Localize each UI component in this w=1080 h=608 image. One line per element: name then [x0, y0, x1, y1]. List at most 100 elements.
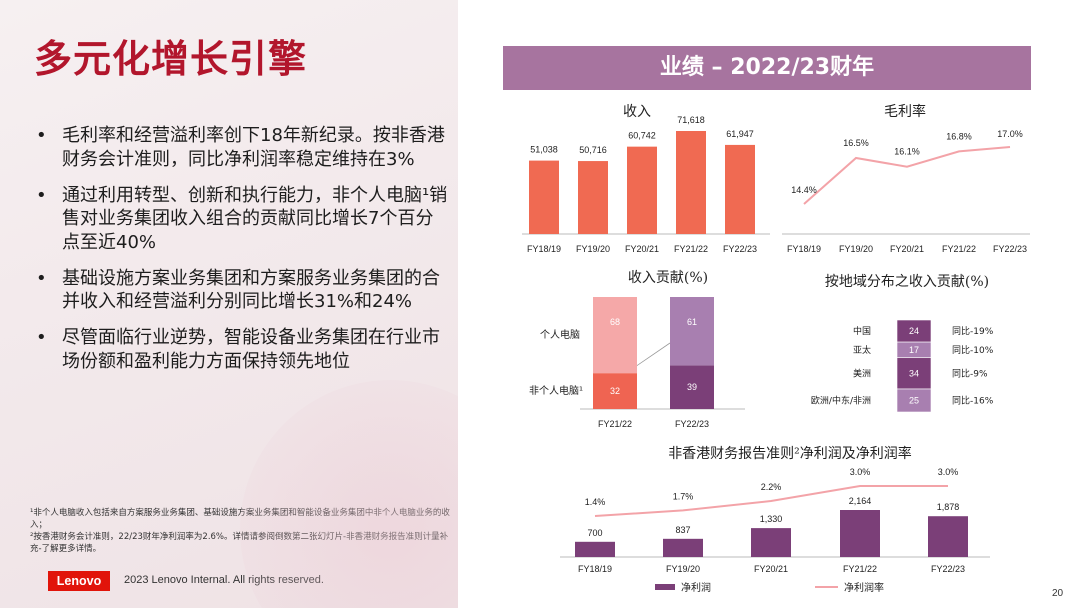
bullet-item: • 毛利率和经营溢利率创下18年新纪录。按非香港财务会计准则，同比净利润率稳定维持… — [36, 124, 448, 171]
net-income-category-label: FY21/22 — [843, 564, 877, 574]
results-banner: 业绩 – 2022/23财年 — [503, 46, 1031, 90]
gross-margin-value-label: 17.0% — [997, 129, 1023, 139]
page-title: 多元化增长引擎 — [34, 37, 308, 81]
net-income-value-label: 700 — [587, 528, 602, 538]
net-margin-value-label: 3.0% — [938, 467, 959, 477]
net-income-category-label: FY18/19 — [578, 564, 612, 574]
footnote-2: ²按香港财务会计准则，22/23财年净利润率为2.6%。详情请参阅倒数第二张幻灯… — [30, 532, 449, 554]
net-margin-value-label: 1.7% — [673, 491, 694, 501]
bullet-list: • 毛利率和经营溢利率创下18年新纪录。按非香港财务会计准则，同比净利润率稳定维持… — [36, 124, 448, 386]
geography-region-label: 中国 — [853, 325, 871, 337]
net-income-value-label: 837 — [675, 525, 690, 535]
page-number: 20 — [1052, 588, 1064, 599]
geography-value-label: 24 — [909, 326, 919, 336]
geography-value-label: 34 — [909, 368, 919, 378]
net-income-bar — [575, 541, 615, 557]
revenue-value-label: 71,618 — [677, 115, 705, 125]
bullet-dot: • — [36, 267, 47, 289]
revenue-mix-chart: 收入贡献(%) 个人电脑 非个人电脑¹ 32 68 FY21/22 39 61 FY22/… — [529, 270, 745, 429]
revenue-chart: 收入 51,038 FY18/19 50,716 FY19/20 60,742 FY20/… — [522, 104, 770, 254]
pc-value-label: 68 — [610, 317, 620, 327]
net-income-value-label: 1,330 — [760, 514, 783, 524]
revenue-chart-title: 收入 — [623, 104, 651, 120]
gross-margin-chart-title: 毛利率 — [884, 103, 926, 120]
legend-net-margin-label: 净利润率 — [844, 581, 884, 594]
revenue-category-label: FY18/19 — [527, 244, 561, 254]
geography-yoy-label: 同比-19% — [952, 325, 994, 337]
bullet-dot: • — [36, 184, 47, 206]
geography-value-label: 25 — [909, 396, 919, 406]
net-margin-value-label: 1.4% — [585, 497, 606, 507]
net-income-bar — [751, 528, 791, 557]
geography-region-label: 美洲 — [853, 367, 871, 379]
revenue-category-label: FY21/22 — [674, 244, 708, 254]
net-margin-value-label: 3.0% — [850, 467, 871, 477]
net-income-value-label: 2,164 — [849, 496, 872, 506]
gross-margin-value-label: 16.5% — [843, 138, 869, 148]
geography-value-label: 17 — [909, 345, 919, 355]
mix-legend-pc: 个人电脑 — [540, 328, 580, 341]
gross-margin-category-label: FY21/22 — [942, 244, 976, 254]
gross-margin-chart: 毛利率 14.4% FY18/19 16.5% FY19/20 16.1% FY20/21… — [782, 103, 1030, 254]
pc-segment — [670, 297, 714, 366]
bullet-text: 尽管面临行业逆势，智能设备业务集团在行业市场份额和盈利能力方面保持领先地位 — [62, 327, 440, 372]
geography-chart: 按地域分布之收入贡献(%) 24 中国 同比-19% 17 亚太 同比-10% 34 美洲同比… — [811, 274, 994, 413]
revenue-category-label: FY20/21 — [625, 244, 659, 254]
net-income-bar — [663, 538, 703, 557]
pc-segment — [593, 297, 637, 374]
nonpc-value-label: 32 — [610, 386, 620, 396]
revenue-mix-chart-title: 收入贡献(%) — [628, 270, 708, 286]
net-income-category-label: FY19/20 — [666, 564, 700, 574]
net-margin-line — [594, 485, 948, 517]
gross-margin-value-label: 16.8% — [946, 131, 972, 141]
geography-yoy-label: 同比-10% — [952, 344, 994, 356]
net-income-value-label: 1,878 — [937, 502, 960, 512]
net-income-bar — [928, 516, 968, 557]
bullet-dot: • — [36, 125, 47, 146]
bullet-item: • 通过利用转型、创新和执行能力，非个人电脑¹销售对业务集团收入组合的贡献同比增长… — [36, 184, 448, 255]
bullet-item: • 尽管面临行业逆势，智能设备业务集团在行业市场份额和盈利能力方面保持领先地位 — [36, 326, 448, 373]
lenovo-logo: Lenovo — [48, 571, 110, 591]
net-income-category-label: FY22/23 — [931, 564, 965, 574]
revenue-bar — [725, 144, 755, 234]
net-margin-value-label: 2.2% — [761, 482, 782, 492]
mix-legend-nonpc: 非个人电脑¹ — [529, 384, 583, 397]
bullet-text: 毛利率和经营溢利率创下18年新纪录。按非香港财务会计准则，同比净利润率稳定维持在… — [62, 125, 445, 170]
pc-value-label: 61 — [687, 317, 697, 327]
legend-net-income-swatch — [655, 584, 675, 590]
geography-chart-title: 按地域分布之收入贡献(%) — [825, 274, 989, 290]
bullet-text: 通过利用转型、创新和执行能力，非个人电脑¹销售对业务集团收入组合的贡献同比增长7… — [62, 184, 448, 253]
legend-net-income-label: 净利润 — [681, 581, 711, 594]
net-income-chart-title: 非香港财务报告准则²净利润及净利润率 — [668, 445, 912, 462]
revenue-bar — [529, 160, 559, 234]
left-panel: 多元化增长引擎 • 毛利率和经营溢利率创下18年新纪录。按非香港财务会计准则，同比… — [0, 0, 458, 608]
net-income-chart: 非香港财务报告准则²净利润及净利润率 净利润 净利润率 700 FY18/19 83… — [560, 445, 990, 594]
bullet-text: 基础设施方案业务集团和方案服务业务集团的合并收入和经营溢利分别同比增长31%和2… — [62, 267, 440, 313]
gross-margin-line — [803, 146, 1011, 205]
revenue-category-label: FY19/20 — [576, 244, 610, 254]
geography-region-label: 亚太 — [853, 344, 871, 356]
revenue-bar — [578, 161, 608, 234]
geography-segment — [896, 357, 932, 390]
revenue-bar — [627, 146, 657, 234]
revenue-category-label: FY22/23 — [723, 244, 757, 254]
geography-segment — [896, 388, 932, 413]
nonpc-segment — [670, 365, 714, 409]
revenue-bar — [676, 131, 706, 234]
bullet-item: • 基础设施方案业务集团和方案服务业务集团的合并收入和经营溢利分别同比增长31%和… — [36, 267, 448, 314]
net-income-bar — [840, 510, 880, 557]
nonpc-segment — [593, 373, 637, 409]
gross-margin-category-label: FY19/20 — [839, 244, 873, 254]
gross-margin-value-label: 16.1% — [894, 147, 920, 157]
mix-category-label: FY21/22 — [598, 419, 632, 429]
mix-category-label: FY22/23 — [675, 419, 709, 429]
nonpc-value-label: 39 — [687, 382, 697, 392]
revenue-value-label: 51,038 — [530, 145, 558, 155]
bullet-dot: • — [36, 327, 47, 348]
revenue-value-label: 50,716 — [579, 145, 607, 155]
geography-region-label: 欧洲/中东/非洲 — [811, 395, 871, 407]
geography-yoy-label: 同比-16% — [952, 395, 994, 407]
mix-connector — [631, 342, 671, 370]
gross-margin-category-label: FY22/23 — [993, 244, 1027, 254]
